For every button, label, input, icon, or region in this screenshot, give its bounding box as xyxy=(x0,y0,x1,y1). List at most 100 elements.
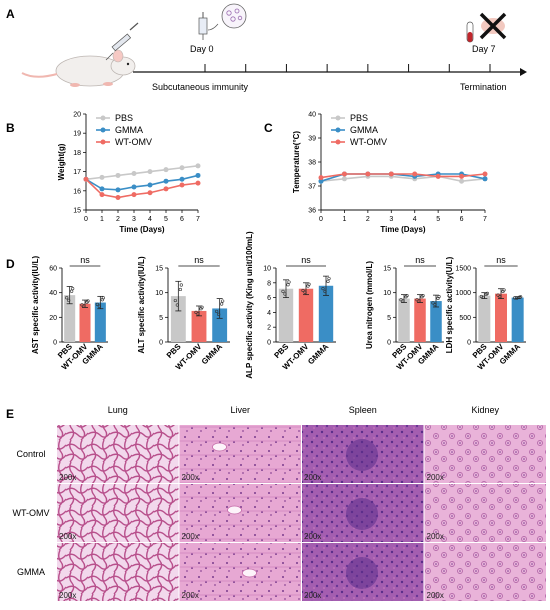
legend-marker xyxy=(100,139,106,145)
histology-image-kidney xyxy=(424,484,546,542)
y-tick-label: 0 xyxy=(159,340,163,347)
y-tick-label: 15 xyxy=(383,266,391,273)
data-point xyxy=(131,184,137,190)
data-dot xyxy=(86,299,90,303)
x-tick-label: 3 xyxy=(389,216,393,223)
panel-label-a: A xyxy=(6,7,15,21)
legend-label: PBS xyxy=(115,113,133,123)
data-dot xyxy=(70,289,74,293)
magnification-label: 200x xyxy=(427,473,444,482)
histology-image-liver xyxy=(179,543,301,601)
series-line-wt-omv xyxy=(85,178,199,199)
x-tick-label: 0 xyxy=(319,216,323,223)
column-label-lung: Lung xyxy=(108,405,128,415)
day7-label: Day 7 xyxy=(472,44,496,54)
data-point xyxy=(163,167,169,173)
vessel-lumen xyxy=(212,442,227,452)
data-dot xyxy=(196,312,200,316)
y-axis-label: ALP specific activity (King unit/100mL) xyxy=(245,231,254,379)
day0-label: Day 0 xyxy=(190,44,214,54)
significance-label: ns xyxy=(415,255,425,265)
legend-label: GMMA xyxy=(350,125,378,135)
x-axis-label: Time (Days) xyxy=(119,225,165,234)
data-dot xyxy=(496,293,500,297)
data-point xyxy=(115,172,121,178)
histology-image-kidney xyxy=(424,543,546,601)
magnification-label: 200x xyxy=(182,473,199,482)
bar xyxy=(212,308,228,342)
data-dot xyxy=(217,312,221,316)
y-tick-label: 10 xyxy=(263,266,271,273)
panel-label-b: B xyxy=(6,121,15,135)
panel-label-d: D xyxy=(6,257,15,271)
data-point xyxy=(318,175,324,181)
timeline-arrowhead xyxy=(520,68,527,76)
data-point xyxy=(147,169,153,175)
legend-label: PBS xyxy=(350,113,368,123)
series-line-pbs xyxy=(320,175,486,183)
y-tick-label: 10 xyxy=(383,290,391,297)
data-dot xyxy=(437,295,441,299)
y-axis-label: Temperature(°C) xyxy=(292,131,301,194)
magnification-label: 200x xyxy=(182,591,199,600)
bar xyxy=(414,298,426,342)
magnification-label: 200x xyxy=(182,532,199,541)
significance-label: ns xyxy=(301,255,311,265)
row-label: Control xyxy=(16,449,45,459)
histology-image-liver xyxy=(179,484,301,542)
x-tick-label: 4 xyxy=(148,216,152,223)
histology-image-lung xyxy=(57,425,179,483)
data-point xyxy=(147,182,153,188)
data-dot xyxy=(215,309,219,314)
data-dot xyxy=(97,304,101,308)
data-point xyxy=(412,171,418,177)
subcutaneous-label: Subcutaneous immunity xyxy=(152,82,249,92)
x-tick-label: 1 xyxy=(100,216,104,223)
data-point xyxy=(147,190,153,196)
series-line-wt-omv xyxy=(320,173,486,179)
y-tick-label: 6 xyxy=(267,295,271,302)
legend-marker xyxy=(100,115,106,121)
x-tick-label: 4 xyxy=(413,216,417,223)
row-label: WT-OMV xyxy=(13,508,50,518)
category-label: GMMA xyxy=(200,342,224,366)
data-dot xyxy=(221,299,225,303)
data-dot xyxy=(65,296,69,300)
histology-image-lung xyxy=(57,484,179,542)
y-axis-label: AST specific activity(IU/L) xyxy=(31,256,40,355)
legend-label: WT-OMV xyxy=(350,137,387,147)
data-dot xyxy=(194,310,198,315)
x-tick-label: 5 xyxy=(436,216,440,223)
series-line-gmma xyxy=(85,174,199,191)
temperature-chart: 36 37 38 39 40 0 1 2 3 4 5 6 7 Time (Days) Temperature… xyxy=(292,112,488,234)
data-dot xyxy=(286,283,290,287)
x-tick-label: 5 xyxy=(164,216,168,223)
y-tick-label: 19 xyxy=(73,131,81,138)
y-axis-label: ALT specific activity(IU/L) xyxy=(137,256,146,354)
y-axis-label: Urea nitrogen (mmol/L) xyxy=(365,261,374,349)
column-label-spleen: Spleen xyxy=(349,405,377,415)
data-dot xyxy=(283,292,287,296)
termination-label: Termination xyxy=(460,82,507,92)
data-point xyxy=(115,195,121,201)
legend-marker xyxy=(100,127,106,133)
data-dot xyxy=(281,289,285,293)
bar xyxy=(398,298,410,342)
significance-label: ns xyxy=(496,255,506,265)
y-tick-label: 1500 xyxy=(455,266,471,273)
column-label-liver: Liver xyxy=(230,405,250,415)
y-tick-label: 8 xyxy=(267,280,271,287)
data-dot xyxy=(326,279,330,284)
data-dot xyxy=(321,287,325,291)
data-point xyxy=(83,176,89,182)
histology-grid: Lung Liver Spleen Kidney Control 200x 200x 200x… xyxy=(13,405,546,601)
data-point xyxy=(163,186,169,192)
x-tick-label: 3 xyxy=(132,216,136,223)
data-point xyxy=(365,171,371,177)
bar xyxy=(191,310,207,342)
legend-label: WT-OMV xyxy=(115,137,152,147)
data-dot xyxy=(101,296,105,300)
panel-label-c: C xyxy=(264,121,273,135)
magnification-label: 200x xyxy=(59,591,76,600)
